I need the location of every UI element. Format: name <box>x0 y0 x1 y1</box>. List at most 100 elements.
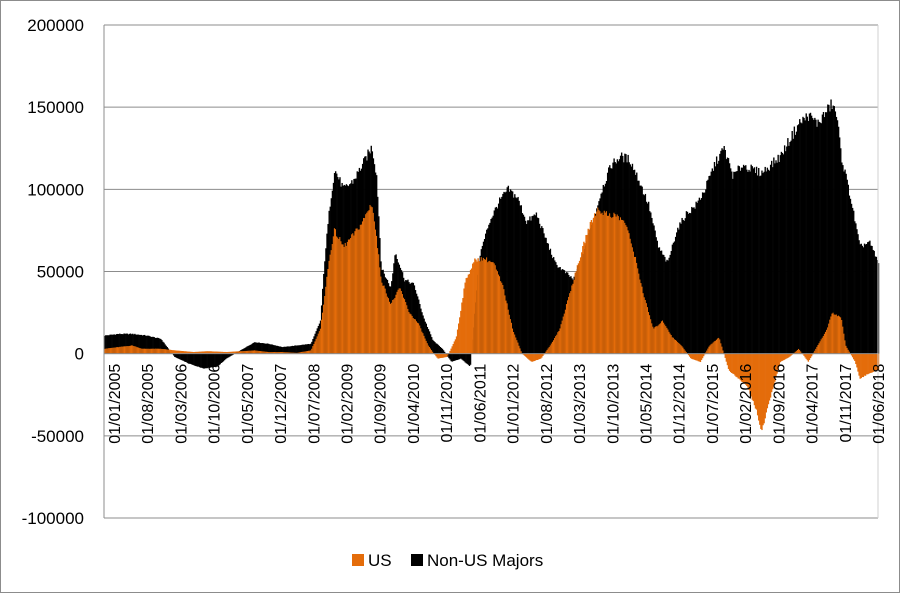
bar-non-us-majors <box>754 172 757 354</box>
bar-non-us-majors <box>127 334 130 354</box>
bar-us <box>834 314 837 354</box>
bar-non-us-majors <box>134 333 136 354</box>
bar-us <box>547 348 549 354</box>
bar-us <box>371 207 374 354</box>
bar-us <box>845 345 847 354</box>
bar-us <box>660 321 663 354</box>
bar-us <box>533 353 535 362</box>
bar-us <box>225 352 228 354</box>
bar-us <box>447 353 449 356</box>
bar-us <box>640 283 642 354</box>
bar-us <box>601 212 603 354</box>
bar-us <box>658 324 661 354</box>
bar-us <box>175 350 177 354</box>
bar-non-us-majors <box>505 191 507 354</box>
bar-us <box>643 297 646 354</box>
bar-us <box>279 352 282 354</box>
bar-non-us-majors <box>133 334 135 354</box>
bar-us <box>138 347 140 354</box>
bar-non-us-majors <box>301 344 303 354</box>
x-tick-label: 01/06/2011 <box>472 364 489 443</box>
bar-non-us-majors <box>746 169 748 354</box>
bar-non-us-majors <box>875 256 878 354</box>
bar-us <box>366 212 368 354</box>
bar-us <box>492 262 494 354</box>
bar-us <box>556 334 558 354</box>
bar-non-us-majors <box>770 160 773 354</box>
bar-us <box>181 351 184 354</box>
bar-us <box>395 294 397 354</box>
bar-non-us-majors <box>501 196 503 354</box>
bar-us <box>186 351 188 354</box>
bar-us <box>785 353 787 359</box>
bar-us <box>270 352 272 354</box>
bar-us <box>558 330 560 354</box>
bar-non-us-majors <box>255 342 257 354</box>
bar-non-us-majors <box>246 346 248 354</box>
bar-us <box>375 235 378 354</box>
bar-non-us-majors <box>164 344 166 354</box>
bar-non-us-majors <box>214 353 216 368</box>
bar-non-us-majors <box>139 334 141 354</box>
bar-non-us-majors <box>841 162 843 354</box>
bar-non-us-majors <box>655 237 657 354</box>
bar-us <box>292 352 295 354</box>
bar-non-us-majors <box>500 198 502 354</box>
bar-us <box>466 277 469 354</box>
bar-us <box>259 350 261 354</box>
bar-us <box>314 341 316 354</box>
bar-non-us-majors <box>780 151 783 354</box>
bar-us <box>529 353 531 361</box>
bar-us <box>478 261 480 354</box>
bar-us <box>804 353 806 358</box>
bar-us <box>310 350 312 354</box>
bar-us <box>797 348 800 354</box>
axes <box>103 25 879 518</box>
bar-us <box>309 350 311 354</box>
bar-us <box>672 337 675 354</box>
bar-non-us-majors <box>249 344 252 354</box>
bar-non-us-majors <box>806 116 808 354</box>
bar-us <box>617 216 620 354</box>
bar-non-us-majors <box>256 342 258 354</box>
bar-us <box>479 261 481 354</box>
bar-us <box>740 353 743 382</box>
bar-non-us-majors <box>149 336 151 354</box>
bar-non-us-majors <box>864 244 867 354</box>
bar-us <box>600 213 602 354</box>
bar-us <box>863 353 866 376</box>
bar-us <box>561 320 563 354</box>
bar-non-us-majors <box>458 353 460 360</box>
bar-us <box>787 353 789 358</box>
bar-non-us-majors <box>124 333 126 354</box>
bar-us <box>724 353 726 358</box>
bar-us <box>493 263 496 354</box>
bar-non-us-majors <box>767 169 770 354</box>
bar-us <box>843 333 845 354</box>
bar-us <box>809 353 812 359</box>
bar-non-us-majors <box>109 334 111 354</box>
bar-us <box>435 353 437 357</box>
bar-us <box>473 262 475 354</box>
x-tick-label: 01/09/2009 <box>373 364 390 444</box>
bar-us <box>283 352 285 354</box>
bar-us <box>343 246 345 354</box>
bar-non-us-majors <box>712 170 715 354</box>
bar-us <box>831 313 833 354</box>
bar-us <box>214 351 216 354</box>
bar-non-us-majors <box>701 192 704 354</box>
bar-us <box>282 351 284 354</box>
bar-us <box>272 352 274 354</box>
bar-us <box>763 353 765 424</box>
bar-us <box>320 319 323 354</box>
bar-non-us-majors <box>258 342 260 354</box>
bar-us <box>304 351 307 354</box>
bar-non-us-majors <box>733 171 735 354</box>
bar-us <box>125 346 127 354</box>
bar-us <box>862 353 865 378</box>
bar-non-us-majors <box>533 214 535 354</box>
bar-us <box>571 285 573 354</box>
bar-non-us-majors <box>552 257 555 354</box>
bar-us <box>107 348 109 354</box>
bar-us <box>726 353 729 366</box>
